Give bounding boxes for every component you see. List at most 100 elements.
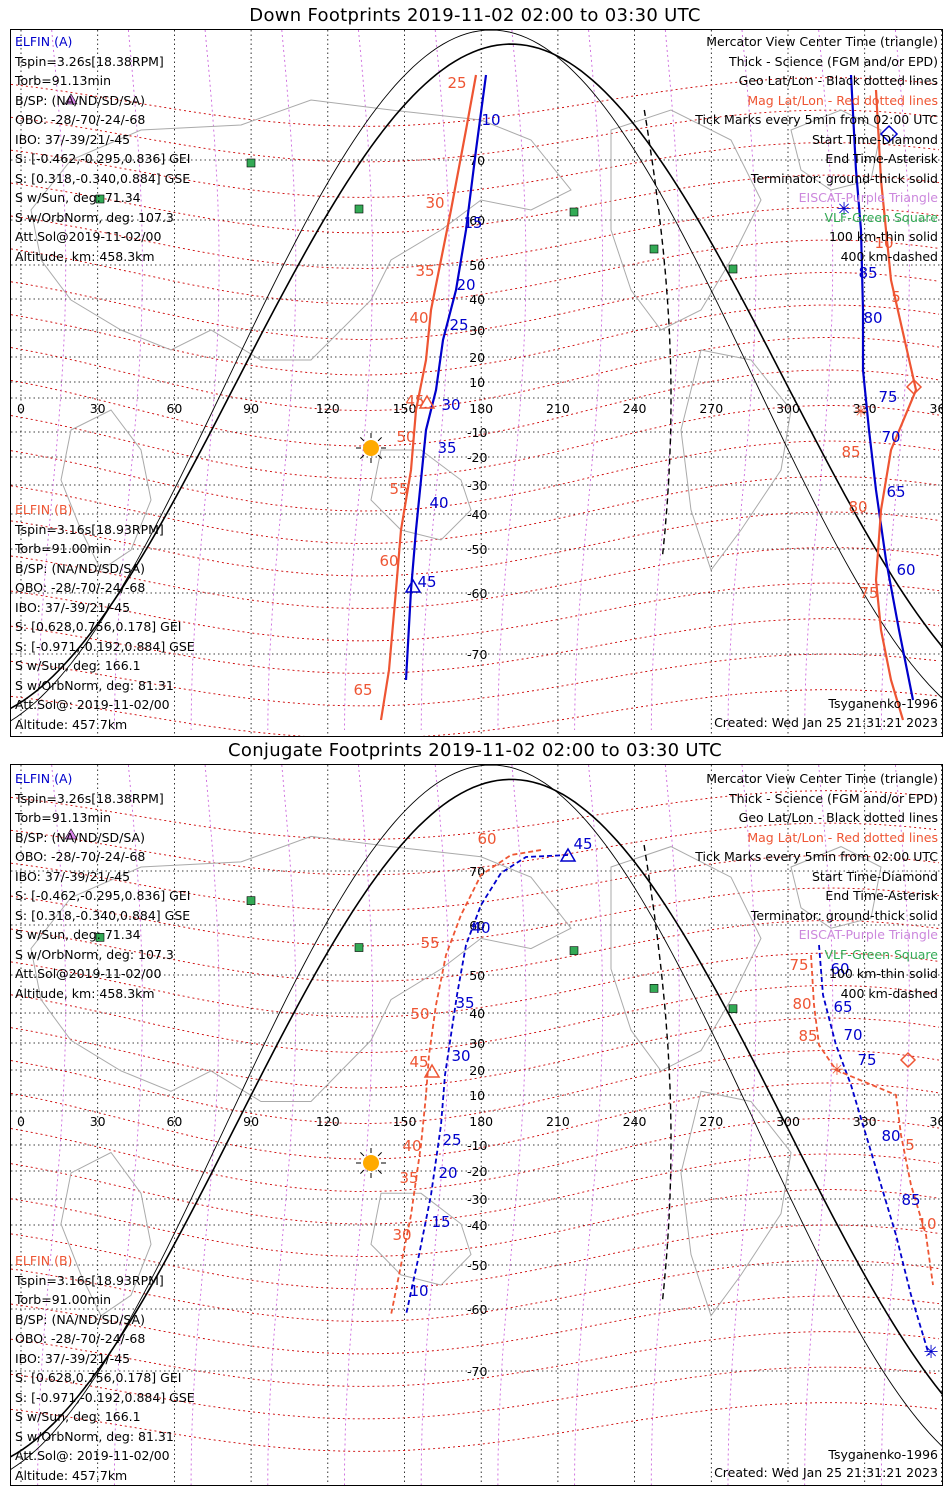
info-line: B/SP: (NA/ND/SD/SA) xyxy=(15,1311,145,1327)
elfin-b-track xyxy=(874,89,918,721)
elfin-a-tick-label: 45 xyxy=(417,573,436,591)
lat-label: -40 xyxy=(467,1218,487,1233)
lon-label: 300 xyxy=(776,1114,800,1129)
legend-item: Tick Marks every 5min from 02:00 UTC xyxy=(695,849,938,864)
elfin-a-tick-label: 35 xyxy=(455,994,474,1012)
elfin-a-tick-label: 45 xyxy=(573,835,592,853)
vlf-square xyxy=(354,943,364,952)
lon-label: 120 xyxy=(316,401,340,416)
elfin-a-tick-label: 25 xyxy=(449,316,468,334)
elfin-a-center-triangle xyxy=(404,578,422,593)
elfin-b-tick-label: 35 xyxy=(399,1169,418,1187)
lon-label: 90 xyxy=(243,1114,259,1129)
info-line: B/SP: (NA/ND/SD/SA) xyxy=(15,829,145,845)
elfin-a-tick-label: 65 xyxy=(886,483,905,501)
mag-lon-line xyxy=(497,765,527,1485)
vlf-square xyxy=(569,946,579,955)
mag-lon-line xyxy=(344,765,373,1485)
info-line: Att.Sol@2019-11-02/00 xyxy=(15,966,162,981)
lat-label: 10 xyxy=(469,1088,485,1103)
elfin-a-tick-label: 40 xyxy=(429,494,448,512)
sun-ray xyxy=(377,454,382,459)
continent-outline xyxy=(680,1090,792,1317)
elfin-b-info-conjugate: ELFIN (B) Tspin=3.16s[18.93RPM] Torb=91.… xyxy=(15,1251,195,1485)
legend-item: Tick Marks every 5min from 02:00 UTC xyxy=(695,112,938,127)
terminator-400km xyxy=(643,109,672,559)
lat-label: -50 xyxy=(467,1258,487,1273)
elfin-a-track xyxy=(404,74,488,681)
mag-lat-line xyxy=(11,855,940,911)
elfin-b-tick-label: 10 xyxy=(917,1215,936,1233)
lon-label: 360 xyxy=(929,1114,942,1129)
info-line: S: [-0.462,-0.295,0.836] GEI xyxy=(15,888,191,903)
elfin-b-tick-label: 25 xyxy=(447,74,466,92)
elfin-a-tick-label: 25 xyxy=(442,1131,461,1149)
sun-ray xyxy=(360,437,365,442)
lat-label: 40 xyxy=(469,292,485,307)
panel-title-conjugate: Conjugate Footprints 2019-11-02 02:00 to… xyxy=(228,740,722,761)
lat-label: -70 xyxy=(467,647,487,662)
elfin-b-tick-label: 55 xyxy=(389,480,408,498)
lon-label: 330 xyxy=(853,1114,877,1129)
lon-label: 30 xyxy=(90,1114,106,1129)
vlf-square xyxy=(246,158,256,168)
elfin-b-tick-label: 5 xyxy=(905,1136,915,1154)
info-line: S: [0.318,-0.340,0.884] GSE xyxy=(15,907,191,923)
mag-lon-line xyxy=(804,30,834,731)
elfin-a-tick-label: 40 xyxy=(471,919,490,937)
legend-item: VLF-Green Square xyxy=(824,209,938,225)
elfin-b-start-diamond xyxy=(899,1051,917,1069)
lat-label: 20 xyxy=(469,350,485,365)
lat-label: -30 xyxy=(467,1192,487,1207)
lat-label: 20 xyxy=(469,1063,485,1078)
elfin-a-tick-label: 80 xyxy=(863,309,882,327)
legend-item: Geo Lat/Lon - Black dotted lines xyxy=(738,810,938,825)
legend-item: Mag Lat/Lon - Red dotted lines xyxy=(747,92,938,108)
lat-label: -10 xyxy=(467,1138,487,1153)
lat-label: 30 xyxy=(469,1036,485,1051)
vlf-square xyxy=(246,896,256,905)
info-line: OBO: -28/-70/-24/-68 xyxy=(15,1331,146,1346)
vlf-square xyxy=(728,1004,738,1014)
lon-label: 60 xyxy=(166,1114,182,1129)
lat-label: -20 xyxy=(467,450,487,465)
continent-outline xyxy=(610,109,762,331)
info-line: S w/OrbNorm, deg: 81.31 xyxy=(15,1428,174,1444)
elfin-b-start-diamond xyxy=(905,378,923,396)
legend-item: Mercator View Center Time (triangle) xyxy=(706,771,938,786)
info-line: Tspin=3.26s[18.38RPM] xyxy=(15,790,164,806)
vlf-square xyxy=(95,933,105,942)
legend-conjugate: Mercator View Center Time (triangle) Thi… xyxy=(695,769,938,1003)
legend-item: Start Time-Diamond xyxy=(811,868,938,884)
lon-label: 180 xyxy=(469,401,493,416)
elfin-b-tick-label: 60 xyxy=(379,552,398,570)
mag-lat-line xyxy=(11,653,940,707)
continent-outline xyxy=(680,349,792,572)
lon-label: 0 xyxy=(17,401,25,416)
mag-lat-line xyxy=(11,304,940,376)
legend-item: End Time-Asterisk xyxy=(825,888,938,903)
mag-lat-line xyxy=(11,1331,940,1387)
lat-label: 60 xyxy=(469,918,485,933)
info-line: B/SP: (NA/ND/SD/SA) xyxy=(15,92,145,108)
elfin-b-tick-label: 40 xyxy=(409,309,428,327)
elfin-a-tick-label: 80 xyxy=(881,1127,900,1145)
lon-label: 30 xyxy=(90,401,106,416)
mag-lon-line xyxy=(190,30,220,731)
mag-lon-line xyxy=(267,765,297,1485)
elfin-a-tick-label: 65 xyxy=(833,998,852,1016)
mag-lat-line xyxy=(11,337,940,411)
lat-label: 70 xyxy=(469,864,485,879)
mag-lat-line xyxy=(11,1153,940,1225)
legend-item: Terminator: ground-thick solid xyxy=(750,170,938,186)
continent-outline xyxy=(790,846,882,929)
elfin-b-tick-label: 30 xyxy=(392,1226,411,1244)
elfin-a-tick-label: 15 xyxy=(463,214,482,232)
lon-label: 270 xyxy=(699,401,723,416)
info-line: Att.Sol@: 2019-11-02/00 xyxy=(15,1448,170,1463)
info-line: Altitude: 457.7km xyxy=(15,1467,128,1483)
vlf-square xyxy=(95,194,105,204)
lon-label: 240 xyxy=(623,1114,647,1129)
sun-ray xyxy=(360,454,365,459)
panel-title-down: Down Footprints 2019-11-02 02:00 to 03:3… xyxy=(249,5,701,26)
